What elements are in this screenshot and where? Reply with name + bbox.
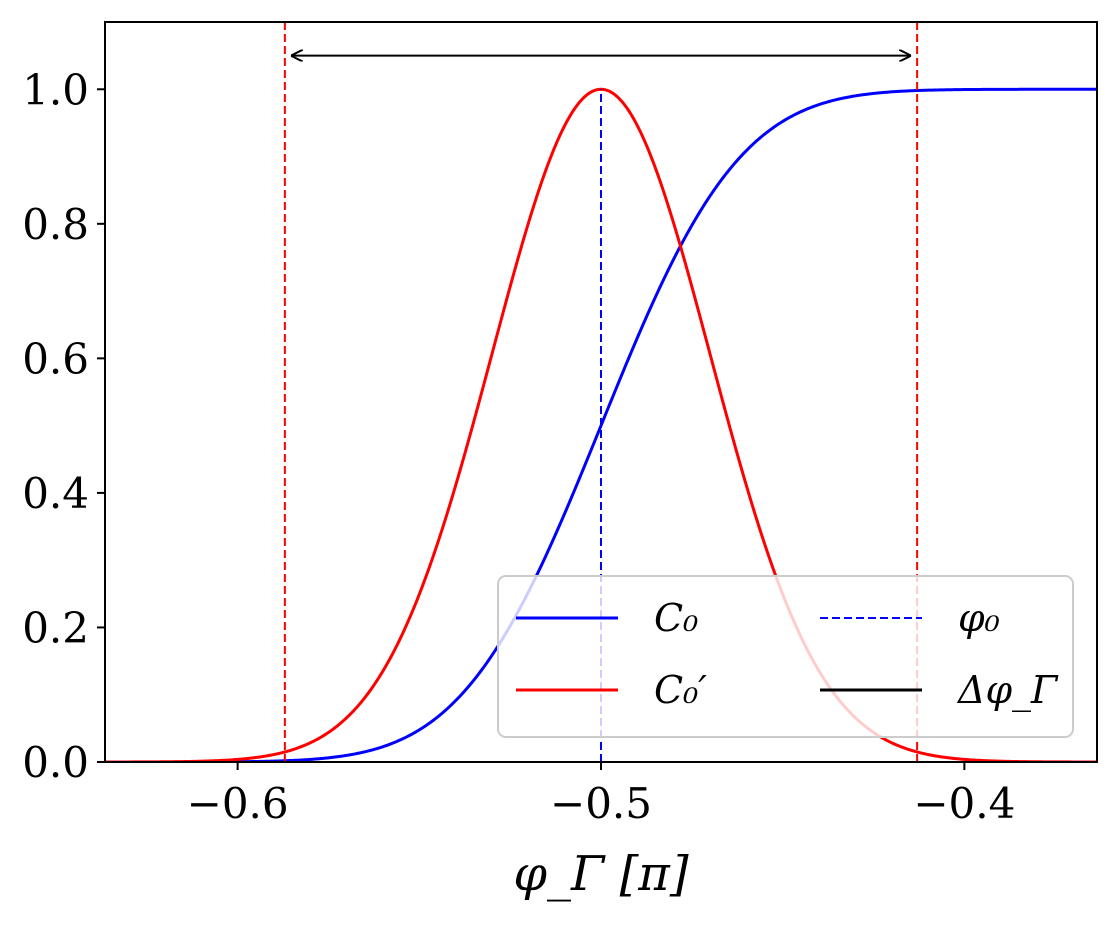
ticks-layer: −0.6 −0.5 −0.4 0.0 0.2 0.4 0.6 0.8 1.0 — [22, 65, 1015, 828]
legend-label: Δφ_Γ — [956, 668, 1059, 713]
legend-box — [497, 575, 1074, 738]
legend-label: φ₀ — [958, 596, 1000, 640]
y-tick-label: 0.0 — [22, 738, 89, 787]
x-tick-label: −0.4 — [913, 779, 1015, 828]
x-tick-label: −0.6 — [187, 779, 289, 828]
y-tick-label: 1.0 — [22, 65, 89, 114]
y-tick-label: 0.6 — [22, 334, 89, 383]
y-tick-label: 0.8 — [22, 200, 89, 249]
legend-label: C₀ — [654, 596, 698, 640]
y-tick-label: 0.4 — [22, 469, 89, 518]
legend: C₀ C₀′ φ₀ Δφ_Γ — [497, 575, 1074, 738]
x-axis-label: φ_Γ [π] — [513, 846, 688, 902]
series-line-C0prime — [105, 87, 1097, 762]
x-tick-label: −0.5 — [550, 779, 652, 828]
y-tick-label: 0.2 — [22, 603, 89, 652]
legend-label: C₀′ — [654, 668, 707, 712]
